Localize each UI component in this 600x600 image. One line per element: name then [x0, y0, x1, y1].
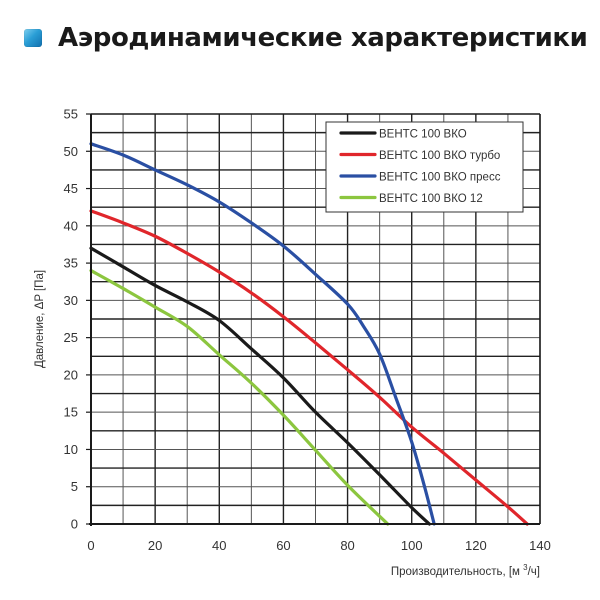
axes	[89, 113, 541, 526]
y-tick-label: 45	[64, 181, 78, 196]
legend-label: ВЕНТС 100 ВКО пресс	[379, 172, 501, 184]
y-tick-label: 15	[64, 405, 78, 420]
series-curve	[89, 142, 436, 526]
y-tick-label: 40	[64, 218, 78, 233]
x-tick-label: 80	[340, 538, 354, 553]
y-tick-label: 20	[64, 367, 78, 382]
y-tick-label: 50	[64, 144, 78, 159]
legend-label: ВЕНТС 100 ВКО 12	[379, 193, 483, 205]
series-curve	[89, 246, 431, 526]
x-tick-label: 120	[465, 538, 487, 553]
x-tick-label: 60	[276, 538, 290, 553]
tick-labels: 0 5 10 15 20 25 30 35 40 45 50 55 0 20 40 60 80 100 120 140	[64, 107, 551, 554]
y-tick-label: 0	[71, 517, 78, 532]
x-tick-label: 0	[87, 538, 94, 553]
x-tick-label: 140	[529, 538, 551, 553]
x-axis-label: Производительность, [м 3/ч]	[391, 563, 540, 578]
y-tick-label: 30	[64, 293, 78, 308]
x-tick-label: 40	[212, 538, 226, 553]
x-tick-label: 20	[148, 538, 162, 553]
y-tick-label: 25	[64, 330, 78, 345]
curves	[89, 142, 529, 526]
y-tick-label: 35	[64, 256, 78, 271]
series-curve	[89, 268, 390, 526]
header: Аэродинамические характеристики	[24, 18, 588, 58]
legend-label: ВЕНТС 100 ВКО турбо	[379, 150, 500, 162]
legend-label: ВЕНТС 100 ВКО	[379, 129, 467, 141]
blue-square-icon	[24, 29, 42, 47]
y-tick-label: 5	[71, 479, 78, 494]
y-tick-label: 10	[64, 442, 78, 457]
x-tick-label: 100	[401, 538, 423, 553]
y-axis-label: Давление, ΔP [Па]	[34, 270, 46, 368]
page-title: Аэродинамические характеристики	[58, 23, 588, 53]
legend: ВЕНТС 100 ВКО ВЕНТС 100 ВКО турбо ВЕНТС 10…	[325, 121, 524, 213]
y-tick-label: 55	[64, 107, 78, 122]
series-curve	[89, 209, 529, 526]
